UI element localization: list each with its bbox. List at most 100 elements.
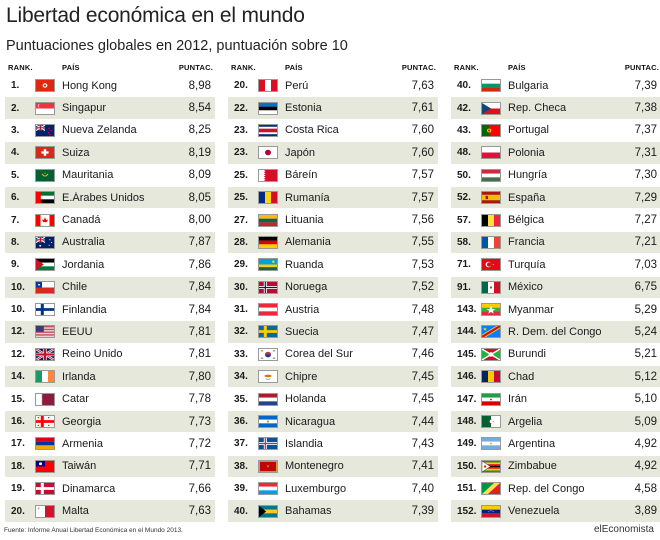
- country-cell: Canadá: [62, 214, 101, 227]
- score-cell: 7,45: [411, 370, 434, 383]
- score-cell: 7,37: [634, 124, 657, 137]
- country-cell: Islandia: [285, 437, 323, 450]
- hongkong-flag-icon: [35, 79, 55, 93]
- rank-cell: 12.: [11, 326, 25, 338]
- score-cell: 7,60: [411, 124, 434, 137]
- rank-cell: 23.: [234, 147, 248, 159]
- table-row: 43. Portugal 7,37: [451, 120, 660, 143]
- score-cell: 7,43: [411, 437, 434, 450]
- country-cell: Montenegro: [285, 460, 344, 473]
- rank-cell: 15.: [11, 393, 25, 405]
- rank-cell: 20.: [11, 505, 25, 517]
- rank-cell: 35.: [234, 393, 248, 405]
- country-cell: Catar: [62, 393, 89, 406]
- turkey-flag-icon: [481, 258, 501, 272]
- germany-flag-icon: [258, 235, 278, 249]
- rank-cell: 28.: [234, 236, 248, 248]
- score-cell: 7,73: [188, 415, 211, 428]
- poland-flag-icon: [481, 146, 501, 160]
- rank-cell: 33.: [234, 348, 248, 360]
- country-cell: Bulgaria: [508, 79, 549, 92]
- rank-cell: 152.: [457, 505, 477, 517]
- country-cell: Dinamarca: [62, 482, 116, 495]
- romania-flag-icon: [258, 191, 278, 205]
- table-row: 28. Alemania 7,55: [228, 231, 438, 255]
- rank-cell: 25.: [234, 192, 248, 204]
- country-cell: Venezuela: [508, 505, 560, 518]
- rank-cell: 57.: [457, 214, 471, 226]
- score-cell: 3,89: [634, 505, 657, 518]
- country-cell: Irán: [508, 393, 527, 406]
- luxembourg-flag-icon: [258, 482, 278, 496]
- score-cell: 8,25: [188, 124, 211, 137]
- rank-cell: 27.: [234, 214, 248, 226]
- score-cell: 5,10: [634, 393, 657, 406]
- score-cell: 5,09: [634, 415, 657, 428]
- rank-cell: 147.: [457, 393, 477, 405]
- score-cell: 7,66: [188, 482, 211, 495]
- score-cell: 5,12: [634, 370, 657, 383]
- country-cell: Myanmar: [508, 303, 554, 316]
- rank-cell: 52.: [457, 192, 471, 204]
- country-cell: Taiwán: [62, 460, 97, 473]
- georgia-flag-icon: [35, 415, 55, 429]
- score-cell: 7,03: [634, 258, 657, 271]
- table-row: 20. Malta 7,63: [5, 500, 215, 523]
- japan-flag-icon: [258, 146, 278, 160]
- denmark-flag-icon: [35, 482, 55, 496]
- table-row: 5. Mauritania 8,09: [5, 165, 215, 187]
- rank-header: RANK.: [231, 63, 256, 72]
- table-row: 4. Suiza 8,19: [5, 142, 215, 165]
- score-cell: 7,71: [188, 460, 211, 473]
- rank-cell: 3.: [11, 124, 20, 136]
- brand-logo: elEconomista: [593, 524, 654, 535]
- table-row: 33. Corea del Sur 7,46: [228, 344, 438, 367]
- score-cell: 7,84: [188, 281, 211, 294]
- rank-cell: 22.: [234, 102, 248, 114]
- table-row: 20. Perú 7,63: [228, 75, 438, 98]
- rank-cell: 36.: [234, 416, 248, 428]
- table-row: 143. Myanmar 5,29: [451, 299, 660, 322]
- rank-cell: 58.: [457, 236, 471, 248]
- score-cell: 7,55: [411, 236, 434, 249]
- venezuela-flag-icon: [481, 504, 501, 518]
- table-row: 40. Bulgaria 7,39: [451, 75, 660, 98]
- country-cell: Rep. del Congo: [508, 482, 585, 495]
- rank-cell: 149.: [457, 438, 477, 450]
- country-cell: Singapur: [62, 102, 107, 115]
- score-cell: 7,38: [634, 102, 657, 115]
- country-cell: Polonia: [508, 146, 545, 159]
- qatar-flag-icon: [35, 392, 55, 406]
- country-cell: Zimbabue: [508, 460, 557, 473]
- country-cell: México: [508, 281, 543, 294]
- chile-flag-icon: [35, 280, 55, 294]
- country-cell: Nicaragua: [285, 415, 336, 428]
- score-cell: 7,39: [634, 79, 657, 92]
- czech-flag-icon: [481, 101, 501, 115]
- table-row: 17. Armenia 7,72: [5, 433, 215, 456]
- ranking-column-3: RANK. PAÍS PUNTAC. 40. Bulgaria 7,39 42. Rep. C…: [451, 60, 660, 523]
- country-cell: Argelia: [508, 415, 543, 428]
- score-cell: 7,63: [188, 505, 211, 518]
- hungary-flag-icon: [481, 168, 501, 182]
- score-cell: 7,61: [411, 102, 434, 115]
- score-cell: 7,27: [634, 214, 657, 227]
- country-cell: Rep. Checa: [508, 102, 567, 115]
- country-cell: Hungría: [508, 169, 548, 182]
- country-cell: EEUU: [62, 325, 93, 338]
- iran-flag-icon: [481, 392, 501, 406]
- table-row: 58. Francia 7,21: [451, 231, 660, 255]
- rank-cell: 42.: [457, 102, 471, 114]
- score-cell: 7,78: [188, 393, 211, 406]
- table-row: 34. Chipre 7,45: [228, 366, 438, 389]
- score-cell: 7,80: [188, 370, 211, 383]
- country-cell: Portugal: [508, 124, 549, 137]
- table-row: 15. Catar 7,78: [5, 388, 215, 411]
- cyprus-flag-icon: [258, 370, 278, 384]
- table-row: 152. Venezuela 3,89: [451, 500, 660, 523]
- country-cell: Báreín: [285, 169, 318, 182]
- country-cell: Irlanda: [62, 370, 96, 383]
- table-row: 50. Hungría 7,30: [451, 165, 660, 187]
- country-cell: Argentina: [508, 437, 556, 450]
- table-header: RANK. PAÍS PUNTAC.: [228, 60, 438, 75]
